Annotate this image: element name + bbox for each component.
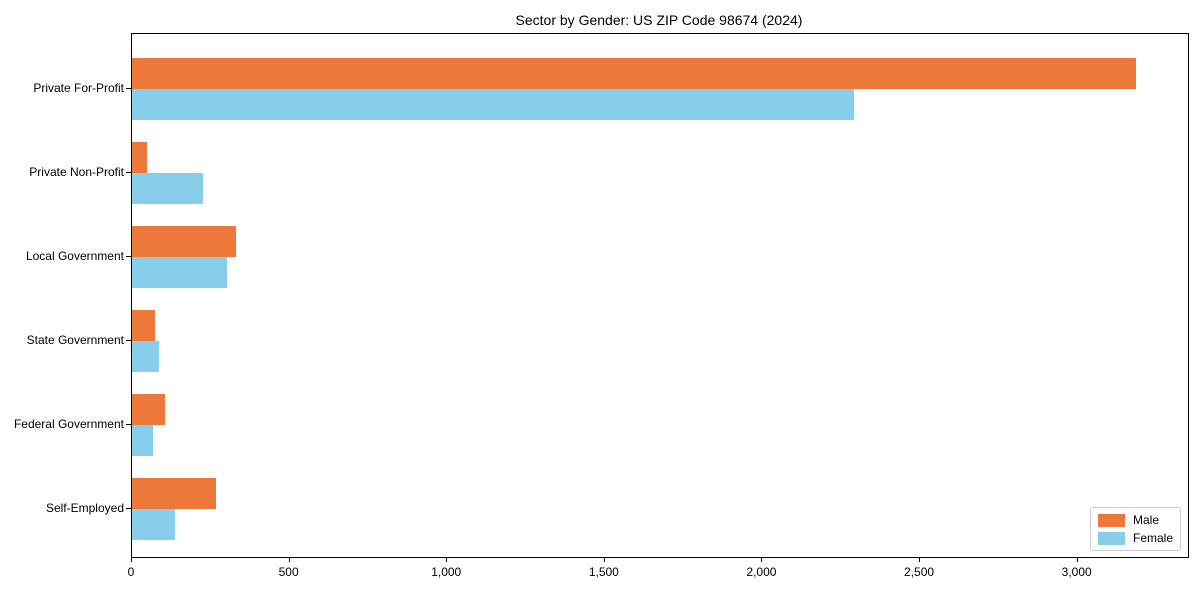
x-tick-label-1000: 1,000: [431, 565, 462, 579]
y-tick-label-private-non-profit: Private Non-Profit: [29, 165, 124, 179]
bar-female-state-government: [132, 341, 160, 372]
bar-female-private-for-profit: [132, 89, 854, 120]
x-tick-mark: [288, 557, 290, 562]
x-tick-label-2500: 2,500: [904, 565, 935, 579]
bar-female-local-government: [132, 257, 227, 288]
legend-entry-male: Male: [1098, 512, 1174, 528]
bar-female-private-non-profit: [132, 173, 203, 204]
x-tick-mark: [761, 557, 763, 562]
bar-male-local-government: [132, 226, 236, 257]
y-tick-mark: [126, 508, 131, 509]
legend-label-male: Male: [1133, 513, 1160, 527]
y-tick-mark: [126, 88, 131, 89]
legend-swatch-male-icon: [1098, 513, 1125, 527]
x-tick-label-500: 500: [278, 565, 299, 579]
bar-male-private-for-profit: [132, 58, 1136, 89]
x-tick-mark: [919, 557, 921, 562]
y-tick-label-federal-government: Federal Government: [13, 417, 124, 431]
chart-title: Sector by Gender: US ZIP Code 98674 (202…: [515, 12, 803, 28]
x-tick-mark: [603, 557, 605, 562]
y-tick-mark: [126, 172, 131, 173]
y-tick-label-self-employed: Self-Employed: [45, 501, 124, 515]
y-tick-mark: [126, 256, 131, 257]
y-tick-mark: [126, 340, 131, 341]
legend: Male Female: [1090, 507, 1181, 551]
bar-female-self-employed: [132, 509, 175, 540]
x-tick-mark: [131, 557, 132, 562]
x-tick-label-2000: 2,000: [746, 565, 777, 579]
y-tick-label-private-for-profit: Private For-Profit: [33, 81, 124, 95]
bar-female-federal-government: [132, 425, 154, 456]
y-tick-mark: [126, 424, 131, 425]
bar-male-federal-government: [132, 394, 165, 425]
x-tick-mark: [446, 557, 448, 562]
legend-entry-female: Female: [1098, 530, 1174, 546]
legend-label-female: Female: [1133, 531, 1174, 545]
legend-swatch-female-icon: [1098, 531, 1125, 545]
x-tick-label-3000: 3,000: [1061, 565, 1092, 579]
x-tick-mark: [1076, 557, 1078, 562]
y-tick-label-local-government: Local Government: [25, 249, 124, 263]
plot-area: [131, 33, 1189, 558]
bar-male-private-non-profit: [132, 142, 147, 173]
bar-male-state-government: [132, 310, 156, 341]
bar-male-self-employed: [132, 478, 216, 509]
x-tick-label-0: 0: [127, 565, 135, 579]
y-tick-label-state-government: State Government: [26, 333, 124, 347]
x-tick-label-1500: 1,500: [588, 565, 619, 579]
